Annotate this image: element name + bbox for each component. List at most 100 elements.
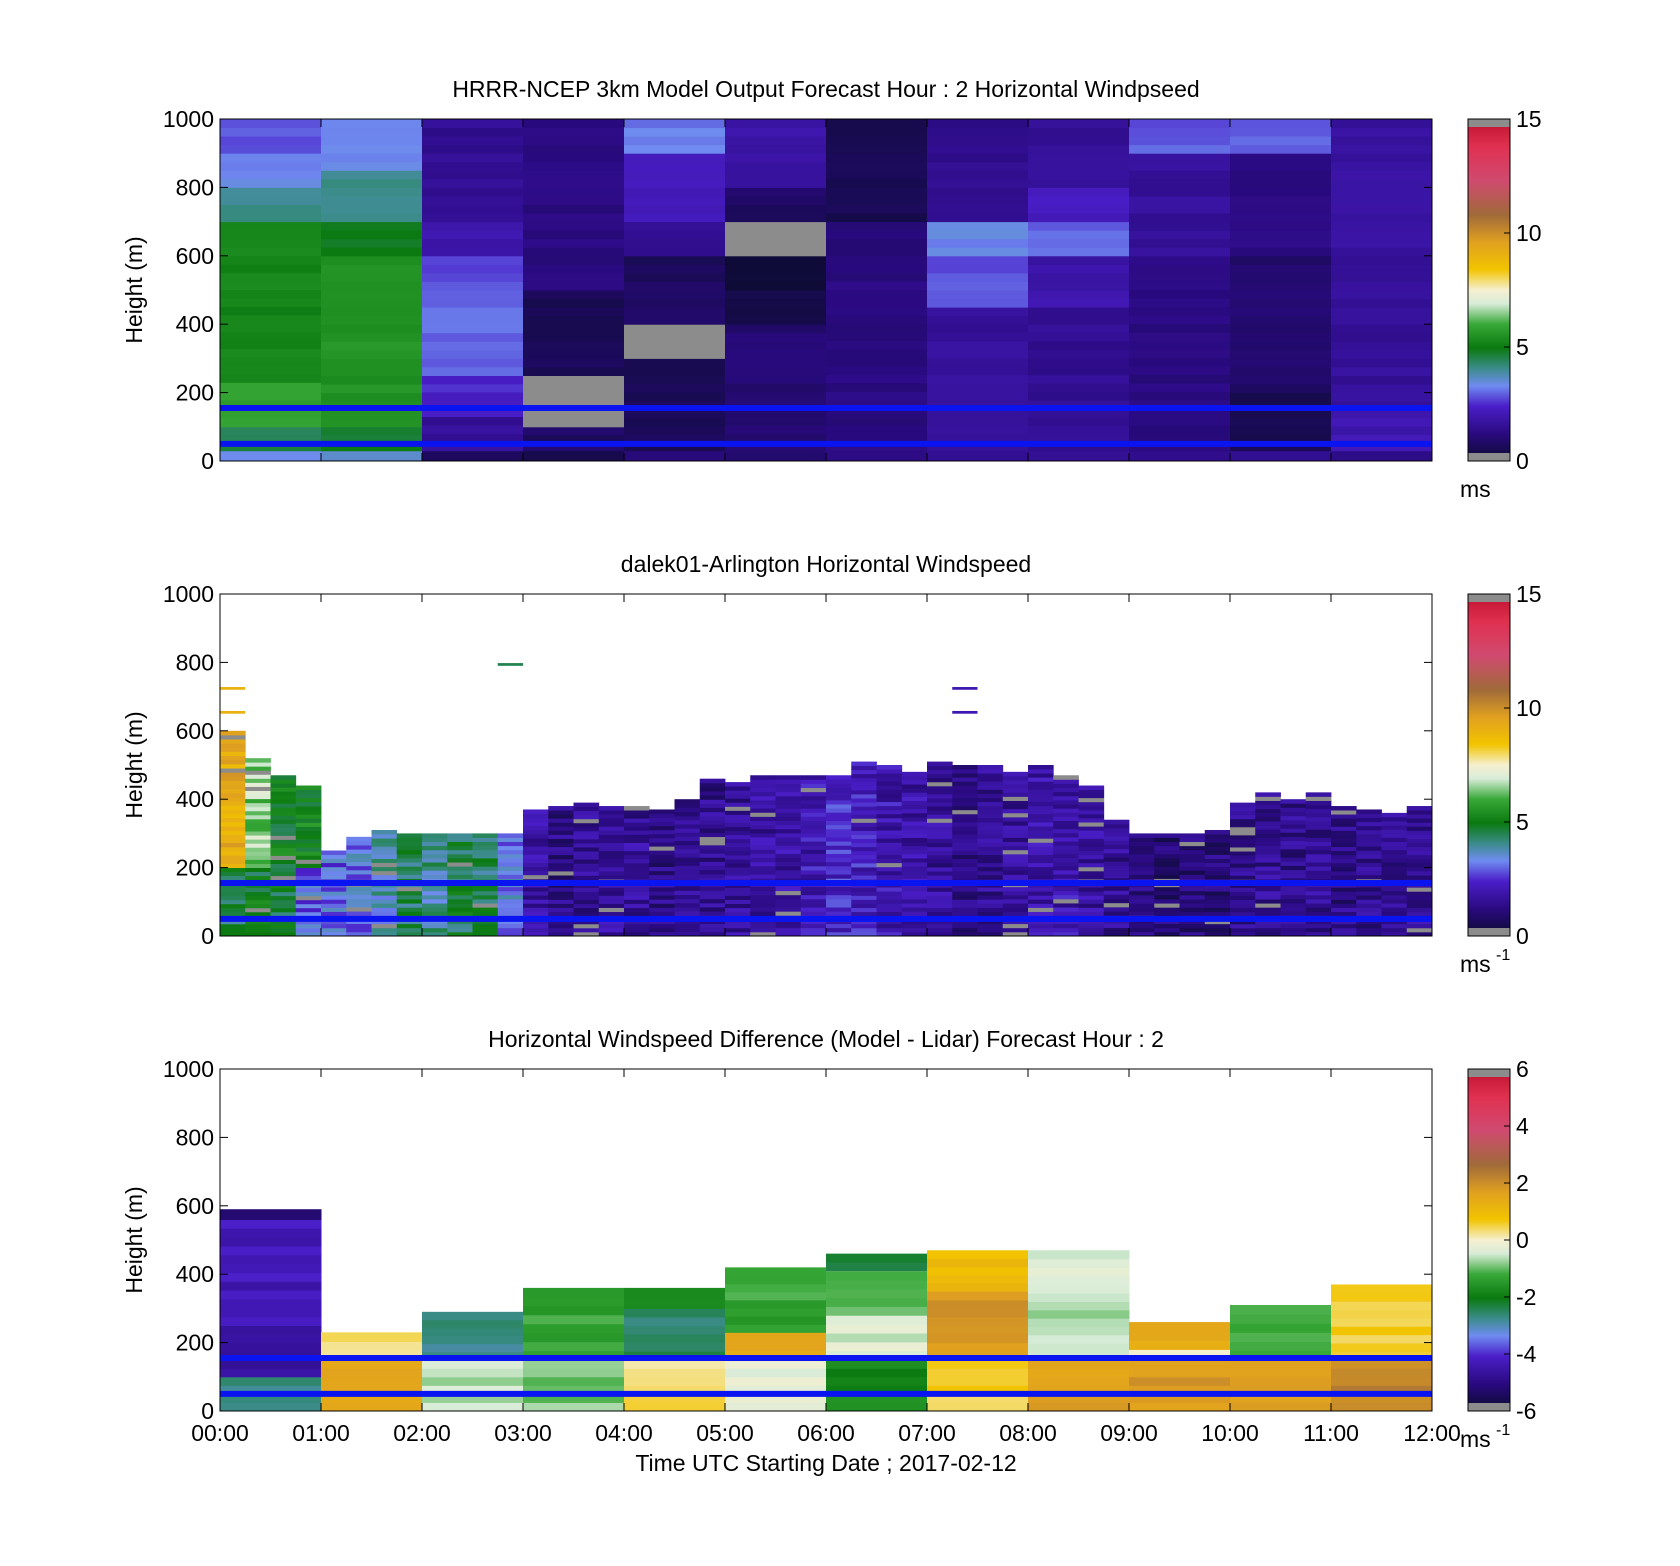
profile-cell bbox=[699, 799, 726, 804]
profile-cell bbox=[447, 903, 473, 908]
heatmap-cell bbox=[1129, 433, 1231, 443]
heatmap-cell bbox=[422, 272, 524, 282]
heatmap-cell bbox=[1331, 281, 1433, 291]
profile-cell bbox=[220, 903, 246, 909]
profile-cell bbox=[295, 899, 322, 905]
profile-cell bbox=[901, 894, 928, 900]
profile-cell bbox=[1078, 826, 1105, 831]
profile-cell bbox=[523, 858, 549, 863]
profile-cell bbox=[800, 861, 827, 867]
profile-cell bbox=[1406, 907, 1433, 913]
heatmap-cell bbox=[1331, 1359, 1433, 1369]
profile-cell bbox=[699, 824, 726, 829]
colorbar-nan-bottom bbox=[1468, 453, 1510, 461]
heatmap-cell bbox=[422, 238, 524, 248]
profile-cell bbox=[346, 861, 372, 867]
profile-cell bbox=[977, 797, 1004, 803]
profile-cell bbox=[1129, 837, 1155, 843]
heatmap-cell bbox=[220, 1209, 322, 1220]
profile-cell bbox=[270, 919, 297, 925]
profile-cell bbox=[826, 795, 852, 801]
heatmap-cell bbox=[422, 136, 524, 146]
profile-cell bbox=[1053, 898, 1079, 904]
profile-cell bbox=[927, 931, 953, 937]
chart-title: dalek01-Arlington Horizontal Windspeed bbox=[621, 551, 1031, 577]
profile-cell bbox=[1028, 850, 1054, 855]
profile-cell bbox=[1103, 828, 1130, 833]
colorbar-gradient bbox=[1468, 119, 1510, 461]
profile-cell bbox=[800, 865, 827, 871]
profile-cell bbox=[1204, 903, 1231, 908]
heatmap-cell bbox=[422, 195, 524, 205]
heatmap-cell bbox=[220, 1368, 322, 1378]
profile-cell bbox=[1028, 931, 1054, 937]
heatmap-cell bbox=[220, 1298, 322, 1309]
profile-cell bbox=[1331, 887, 1357, 892]
profile-cell bbox=[649, 829, 675, 835]
profile-cell bbox=[295, 789, 322, 795]
profile-cell bbox=[1028, 805, 1054, 811]
heatmap-cell bbox=[1028, 213, 1130, 223]
heatmap-cell bbox=[1331, 358, 1433, 368]
profile-cell bbox=[725, 782, 751, 787]
profile-cell bbox=[497, 849, 524, 855]
heatmap-cell bbox=[321, 1393, 423, 1403]
profile-cell bbox=[220, 927, 246, 933]
heatmap-cell bbox=[1129, 119, 1231, 129]
profile-cell bbox=[826, 923, 852, 929]
heatmap-cell bbox=[220, 1272, 322, 1282]
profile-cell bbox=[649, 817, 675, 823]
profile-cell bbox=[851, 927, 877, 933]
colorbar-nan-bottom bbox=[1468, 928, 1510, 936]
profile-cell bbox=[952, 927, 978, 933]
profile-cell bbox=[1255, 792, 1281, 797]
heatmap-cell bbox=[422, 366, 524, 376]
heatmap-cell bbox=[826, 144, 928, 154]
heatmap-cell bbox=[725, 195, 827, 205]
colorbar-tick-label: 0 bbox=[1516, 448, 1529, 474]
profile-cell bbox=[1179, 853, 1206, 859]
profile-cell bbox=[1356, 911, 1382, 916]
profile-cell bbox=[1002, 907, 1029, 912]
profile-cell bbox=[977, 777, 1004, 782]
heatmap-cell bbox=[220, 365, 322, 375]
profile-cell bbox=[927, 887, 953, 892]
colorbar-tick-label: 0 bbox=[1516, 923, 1529, 949]
profile-cell bbox=[725, 855, 751, 860]
profile-cell bbox=[396, 841, 423, 847]
heatmap-cell bbox=[1230, 221, 1332, 231]
profile-cell bbox=[346, 853, 372, 858]
heatmap-cell bbox=[422, 204, 524, 214]
profile-cell bbox=[220, 899, 246, 905]
profile-cell bbox=[624, 822, 650, 827]
profile-cell bbox=[674, 911, 701, 916]
profile-cell bbox=[1002, 858, 1029, 863]
profile-cell bbox=[346, 886, 372, 891]
heatmap-cell bbox=[523, 238, 625, 248]
profile-cell bbox=[750, 816, 776, 821]
profile-cell bbox=[826, 816, 852, 821]
profile-cell bbox=[1078, 923, 1105, 929]
heatmap-cell bbox=[927, 450, 1029, 462]
colorbar-tick-label: 5 bbox=[1516, 334, 1529, 360]
colorbar-unit-exponent: -1 bbox=[1496, 947, 1510, 964]
profile-cell bbox=[800, 832, 827, 838]
profile-cell bbox=[826, 857, 852, 863]
heatmap-cell bbox=[725, 1402, 827, 1412]
profile-cell bbox=[800, 783, 827, 789]
profile-cell bbox=[1331, 875, 1357, 880]
profile-cell bbox=[699, 844, 726, 850]
profile-cell bbox=[927, 891, 953, 896]
heatmap-cell bbox=[927, 281, 1029, 291]
heatmap-cell bbox=[523, 272, 625, 282]
heatmap-cell bbox=[1230, 161, 1332, 171]
heatmap-cell bbox=[422, 375, 524, 385]
profile-cell bbox=[725, 859, 751, 864]
profile-cell bbox=[876, 887, 903, 892]
heatmap-cell bbox=[1129, 306, 1231, 316]
profile-cell bbox=[1078, 931, 1105, 937]
profile-cell bbox=[1331, 911, 1357, 917]
profile-cell bbox=[826, 870, 852, 875]
heatmap-cell bbox=[725, 408, 827, 418]
profile-cell bbox=[295, 863, 322, 868]
